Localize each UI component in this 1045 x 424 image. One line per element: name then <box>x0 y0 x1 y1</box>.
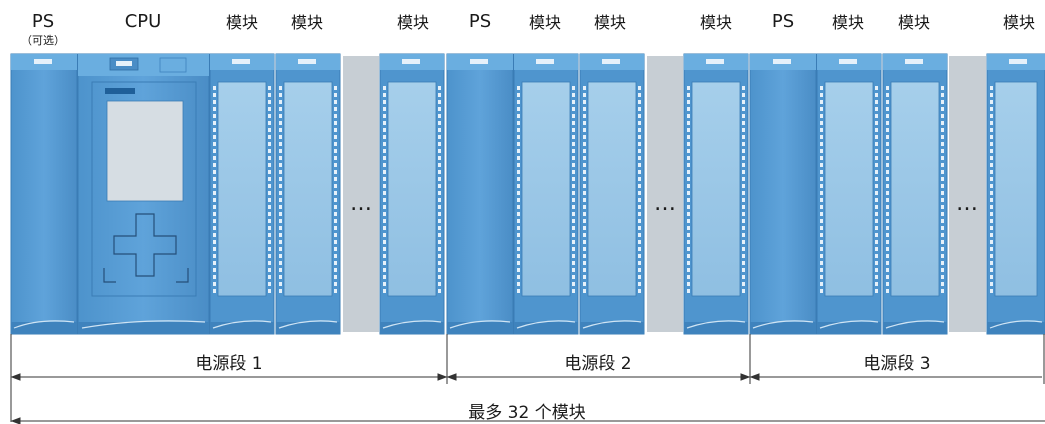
signal-module <box>579 53 645 335</box>
label-cpu: CPU <box>124 11 162 32</box>
gap-1 <box>343 56 379 332</box>
segment-label-3: 电源段 3 <box>863 354 931 374</box>
label-module: 模块 <box>528 13 562 32</box>
signal-module <box>275 53 341 335</box>
gap-3 <box>949 56 986 332</box>
label-module: 模块 <box>1002 13 1036 32</box>
label-module: 模块 <box>897 13 931 32</box>
signal-module <box>986 53 1045 335</box>
max-modules-label: 最多 32 个模块 <box>468 403 586 423</box>
segment-label-2: 电源段 2 <box>564 354 632 374</box>
label-ps-2: PS <box>468 11 492 32</box>
gap-marker-2: … <box>654 191 676 216</box>
label-module: 模块 <box>225 13 259 32</box>
label-module: 模块 <box>593 13 627 32</box>
gap-marker-3: … <box>956 191 978 216</box>
cpu-module <box>77 53 210 335</box>
signal-module <box>209 53 275 335</box>
signal-module <box>513 53 579 335</box>
label-ps-optional: （可选） <box>21 34 65 47</box>
label-ps-3: PS <box>771 11 795 32</box>
signal-module <box>882 53 948 335</box>
segment-label-1: 电源段 1 <box>195 354 263 374</box>
ps-module-2 <box>446 53 514 335</box>
label-module: 模块 <box>831 13 865 32</box>
gap-marker-1: … <box>350 191 372 216</box>
label-ps-1: PS <box>31 11 55 32</box>
gap-2 <box>647 56 683 332</box>
ps-module-3 <box>749 53 817 335</box>
ps-module-1 <box>10 53 78 335</box>
signal-module <box>683 53 749 335</box>
label-module: 模块 <box>290 13 324 32</box>
signal-module <box>816 53 882 335</box>
label-module: 模块 <box>699 13 733 32</box>
label-module: 模块 <box>396 13 430 32</box>
signal-module <box>379 53 445 335</box>
